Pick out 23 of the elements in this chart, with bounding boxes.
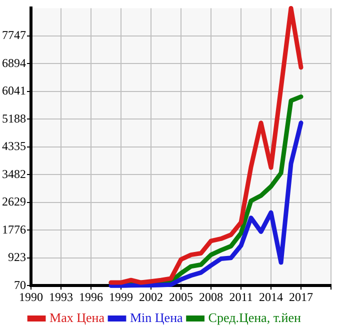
legend-label: Min Цена: [130, 310, 184, 325]
y-tick-label: 6041: [2, 84, 26, 98]
y-tick-label: 7747: [2, 28, 26, 42]
x-tick-label: 2005: [169, 290, 193, 304]
y-tick-label: 1776: [2, 222, 26, 236]
y-tick-label: 3482: [2, 166, 26, 181]
x-tick-label: 1990: [19, 290, 43, 304]
y-tick-label: 6894: [2, 56, 26, 70]
legend-label: Max Цена: [50, 310, 105, 325]
y-tick-label: 5188: [2, 111, 26, 126]
legend-label: Сред.Цена, т.йен: [208, 310, 302, 325]
x-tick-label: 2011: [229, 290, 253, 304]
x-tick-label: 2014: [259, 290, 283, 304]
x-tick-label: 2017: [289, 290, 313, 304]
y-tick-label: 4335: [2, 139, 26, 154]
x-tick-label: 1999: [109, 290, 133, 304]
y-tick-label: 2629: [2, 194, 26, 209]
x-tick-label: 2002: [139, 290, 163, 304]
y-tick-label: 70: [14, 278, 26, 292]
x-tick-label: 2008: [199, 290, 223, 304]
y-tick-label: 923: [8, 250, 26, 264]
x-tick-label: 1996: [79, 290, 103, 304]
x-tick-label: 1993: [49, 290, 73, 304]
